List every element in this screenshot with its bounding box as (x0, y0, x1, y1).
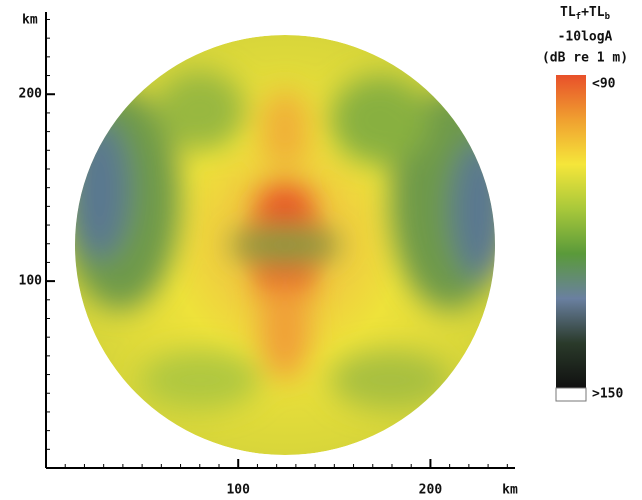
y-tick-label: 100 (19, 274, 43, 289)
colorbar-title: TLf+TLb (560, 5, 611, 22)
colorbar-label: >150 (592, 387, 623, 402)
colorbar-title: (dB re 1 m) (542, 51, 628, 66)
x-axis-label: km (502, 483, 518, 498)
title-subscript: b (605, 12, 611, 22)
x-tick-label: 100 (226, 483, 250, 498)
x-tick-label: 200 (419, 483, 443, 498)
y-tick-label: 200 (19, 87, 43, 102)
colorbar (556, 75, 586, 388)
title-subscript: f (576, 12, 581, 22)
y-axis-label: km (22, 13, 38, 28)
colorbar-white (555, 387, 587, 402)
title-part: +TL (581, 5, 605, 20)
colorbar-title: -10logA (558, 30, 613, 45)
heatmap-image (75, 35, 495, 455)
title-part: TL (560, 5, 576, 20)
colorbar-label: <90 (592, 77, 616, 92)
